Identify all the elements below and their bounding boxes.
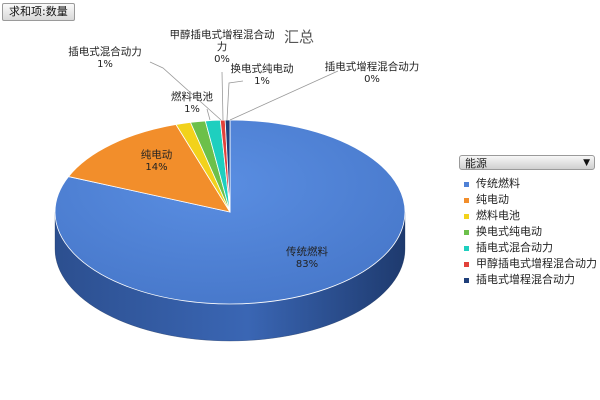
legend-swatch-0 — [464, 182, 469, 187]
leader-line-3 — [226, 80, 244, 121]
leader-line-4 — [149, 61, 222, 121]
slice-label-3: 换电式纯电动 — [231, 62, 294, 75]
slice-pct-5: 0% — [214, 54, 230, 65]
pie-slice-1[interactable] — [67, 124, 231, 213]
pivot-field-button[interactable]: 求和项:数量 — [2, 3, 75, 21]
legend-label-0: 传统燃料 — [476, 177, 520, 190]
slice-label-4: 插电式混合动力 — [68, 45, 142, 58]
slice-pct-4: 1% — [97, 59, 113, 70]
slice-pct-6: 0% — [364, 74, 380, 85]
leader-line-2 — [206, 108, 211, 121]
legend-item-4: 插电式混合动力 — [464, 240, 597, 256]
legend-label-5: 甲醇插电式增程混合动力 — [476, 257, 597, 270]
legend: 传统燃料纯电动燃料电池换电式纯电动 插电式混合动力甲醇插电式增程混合动力 插电式增程… — [464, 176, 597, 288]
slice-label-5: 甲醇插电式增程混合动 — [170, 28, 275, 41]
slice-pct-3: 1% — [254, 76, 270, 87]
legend-label-4: 插电式混合动力 — [476, 241, 553, 254]
legend-swatch-3 — [464, 230, 469, 235]
leader-line-5 — [221, 71, 224, 121]
legend-item-3: 换电式纯电动 — [464, 224, 597, 240]
slice-label-1: 纯电动 — [141, 148, 173, 161]
slice-label-2: 燃料电池 — [171, 90, 213, 103]
legend-label-1: 纯电动 — [476, 193, 509, 206]
legend-swatch-4 — [464, 246, 469, 251]
legend-swatch-1 — [464, 198, 469, 203]
slice-label-cont-5: 力 — [217, 40, 228, 53]
legend-item-1: 纯电动 — [464, 192, 597, 208]
legend-item-6: 插电式增程混合动力 — [464, 272, 597, 288]
slice-pct-1: 14% — [145, 162, 167, 173]
slice-pct-2: 1% — [184, 104, 200, 115]
chart-title: 汇总 — [284, 28, 315, 46]
slice-label-6: 插电式增程混合动力 — [325, 60, 420, 73]
legend-label-6: 插电式增程混合动力 — [476, 273, 575, 286]
slice-pct-0: 83% — [296, 259, 318, 270]
legend-label-3: 换电式纯电动 — [476, 225, 542, 238]
legend-swatch-6 — [464, 278, 469, 283]
legend-swatch-2 — [464, 214, 469, 219]
legend-filter-dropdown[interactable]: 能源 ▼ — [459, 155, 595, 170]
legend-item-2: 燃料电池 — [464, 208, 597, 224]
legend-item-5: 甲醇插电式增程混合动力 — [464, 256, 597, 272]
legend-filter-label: 能源 — [465, 157, 487, 170]
legend-swatch-5 — [464, 262, 469, 267]
dropdown-arrow-icon[interactable]: ▼ — [583, 158, 590, 168]
slice-label-0: 传统燃料 — [286, 245, 328, 258]
legend-label-2: 燃料电池 — [476, 209, 520, 222]
leader-line-6 — [229, 70, 339, 121]
pie-labels: 传统燃料83%纯电动14%燃料电池1%换电式纯电动1%插电式混合动力1%甲醇插电… — [68, 28, 419, 270]
pie-slice-6[interactable] — [224, 119, 231, 213]
legend-item-0: 传统燃料 — [464, 176, 597, 192]
pie-group — [54, 119, 406, 342]
